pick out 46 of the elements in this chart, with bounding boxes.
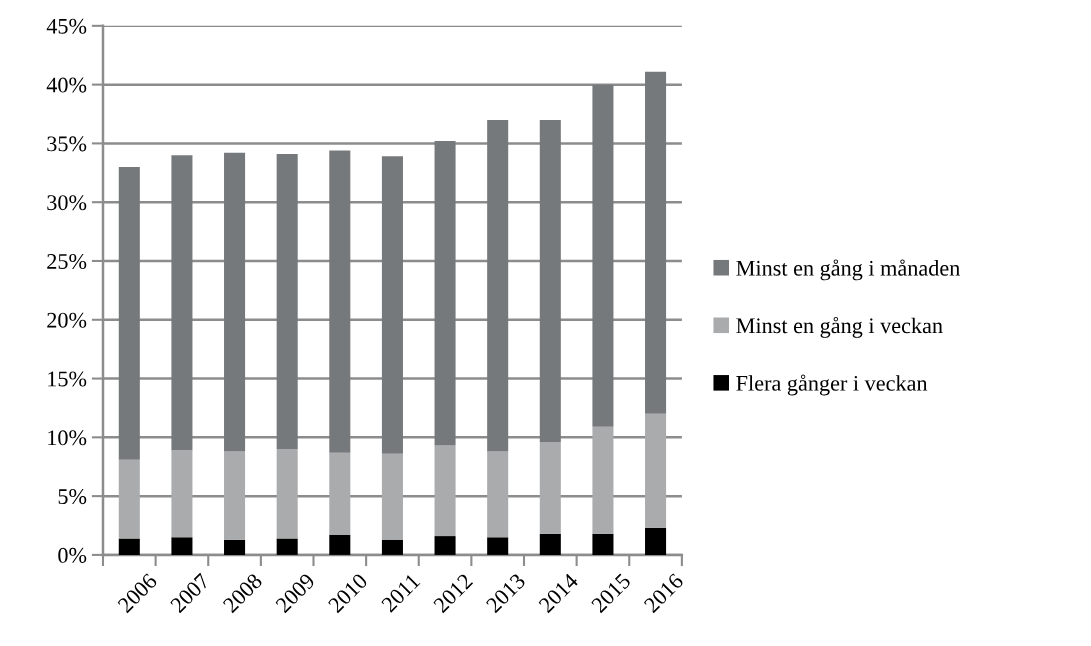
bar	[645, 527, 667, 555]
bar	[224, 152, 246, 452]
bar	[539, 533, 561, 555]
bar	[171, 155, 193, 451]
y-tick-label: 40%	[46, 77, 87, 93]
legend-label: Flera gånger i veckan	[736, 374, 928, 396]
y-tick-label: 5%	[58, 489, 87, 505]
bar	[434, 445, 456, 537]
bar	[381, 539, 403, 555]
bar	[276, 153, 298, 450]
bar	[592, 533, 614, 555]
bar	[539, 119, 561, 443]
bar	[118, 538, 140, 555]
y-tick-label: 35%	[47, 136, 87, 152]
bar	[487, 451, 509, 538]
legend-label: Minst en gång i månaden	[736, 259, 960, 281]
bar	[171, 450, 193, 538]
bar	[381, 453, 403, 540]
bar	[434, 141, 456, 446]
legend-label: Minst en gång i veckan	[736, 316, 943, 338]
bar	[118, 459, 140, 539]
y-tick-label: 30%	[47, 195, 87, 211]
bar	[329, 534, 351, 555]
bar	[276, 449, 298, 539]
bar	[381, 156, 403, 454]
y-tick-label: 10%	[48, 430, 87, 446]
bar	[224, 451, 246, 540]
y-tick-label: 25%	[47, 253, 87, 269]
bar	[329, 452, 351, 535]
y-tick-label: 0%	[58, 547, 87, 563]
bar	[487, 119, 509, 452]
bar	[645, 413, 667, 528]
bar	[276, 538, 298, 555]
y-tick-label: 15%	[48, 371, 87, 387]
y-tick-label: 45%	[46, 18, 87, 34]
bar	[592, 426, 614, 534]
bar	[329, 150, 351, 453]
bar	[224, 539, 246, 555]
bar	[434, 536, 456, 555]
y-tick-label: 20%	[47, 312, 87, 328]
bar	[645, 71, 667, 414]
bar	[171, 537, 193, 555]
bar	[118, 166, 140, 460]
bar	[592, 84, 614, 427]
bar	[487, 537, 509, 555]
bar	[539, 442, 561, 534]
